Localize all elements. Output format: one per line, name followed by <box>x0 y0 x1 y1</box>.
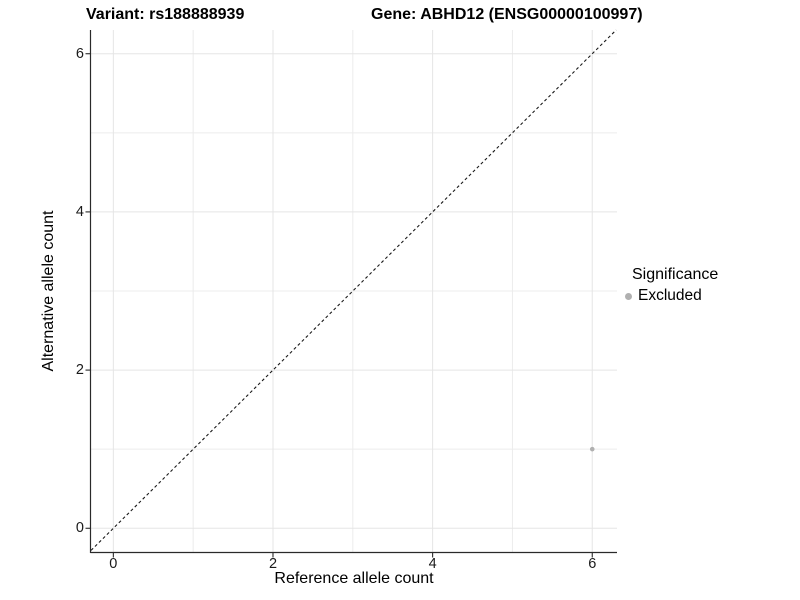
y-axis-title: Alternative allele count <box>40 210 57 372</box>
x-tick-label-6: 6 <box>588 556 597 572</box>
y-tick-label-4: 4 <box>75 203 84 220</box>
legend-point-icon <box>625 292 632 300</box>
x-axis-title: Reference allele count <box>274 570 434 587</box>
plot-title-gene: Gene: ABHD12 (ENSG00000100997) <box>371 6 643 23</box>
x-tick-label-2: 2 <box>268 556 278 572</box>
legend-item-label: Excluded <box>638 287 702 304</box>
legend-item-excluded: Excluded <box>622 287 718 305</box>
x-tick-label-0: 0 <box>109 556 118 572</box>
legend-title: Significance <box>632 266 719 283</box>
y-tick-label-0: 0 <box>75 520 84 537</box>
y-tick-label-6: 6 <box>75 45 84 62</box>
identity-line <box>90 29 617 551</box>
legend: Significance Excluded <box>622 266 718 305</box>
y-tick-label-2: 2 <box>75 362 84 379</box>
x-tick-label-4: 4 <box>428 556 437 572</box>
data-point <box>589 446 595 452</box>
plot-title-variant: Variant: rs188888939 <box>86 6 245 23</box>
